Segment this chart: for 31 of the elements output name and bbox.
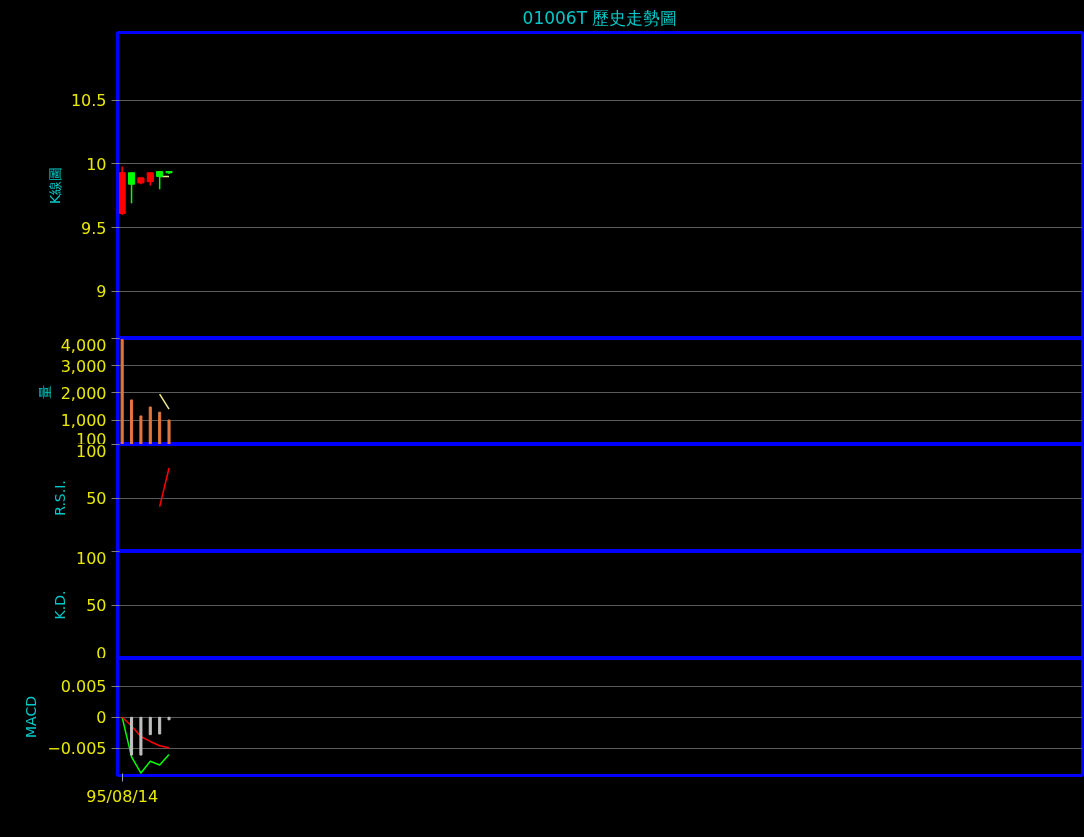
x-tick-label: 95/08/14 [86, 786, 159, 806]
y-tick-label: 100 [75, 548, 107, 568]
candlestick [128, 172, 136, 205]
line-series [121, 716, 170, 749]
y-tick-label: 4,000 [60, 335, 107, 355]
y-tick-label: 9.5 [81, 218, 107, 238]
bar [148, 406, 152, 444]
y-tick-label: 50 [86, 489, 107, 508]
y-axis-title: MACD [23, 696, 40, 738]
y-tick-label: 10 [86, 154, 107, 174]
y-axis-title: K線圖 [46, 166, 63, 205]
line-series [121, 716, 170, 774]
y-tick-label: 50 [86, 596, 107, 615]
y-axis-title: K.D. [51, 590, 68, 620]
y-axis-title: 量 [36, 384, 53, 399]
y-tick-label: 9 [96, 282, 107, 302]
bar [139, 415, 143, 444]
bar [130, 399, 134, 444]
chart-title: 01006T 歷史走勢圖 [522, 7, 678, 28]
y-tick-label: 1,000 [60, 411, 107, 431]
y-tick-label: 2,000 [60, 383, 107, 403]
y-tick-label: 3,000 [60, 356, 107, 376]
y-tick-label: 10.5 [70, 91, 107, 111]
y-tick-label: 0.005 [60, 677, 107, 697]
bar [120, 339, 124, 444]
y-tick-label: 0 [96, 708, 107, 728]
y-axis-title: R.S.I. [51, 480, 68, 516]
y-tick-label: 0 [96, 643, 107, 663]
bar [167, 419, 171, 444]
bar [158, 411, 162, 444]
y-tick-label: −0.005 [47, 739, 107, 759]
